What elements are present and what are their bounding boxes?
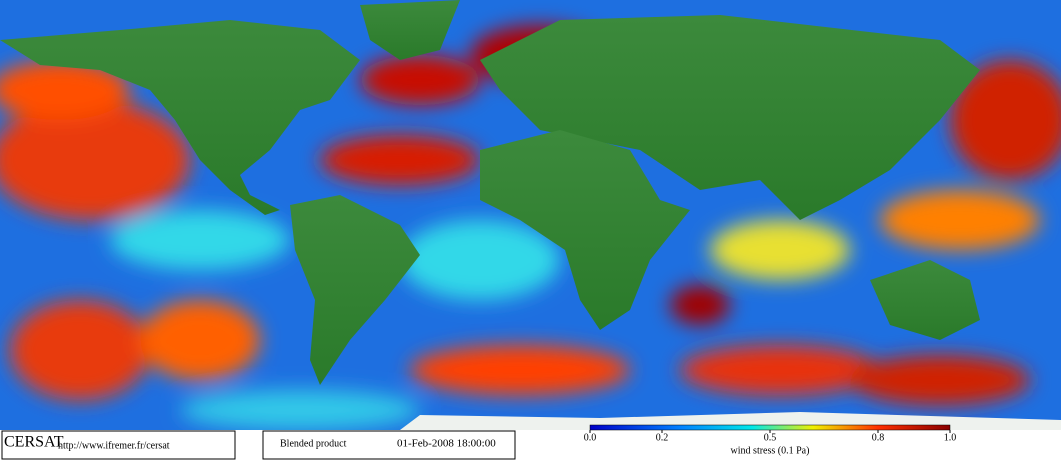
url: http://www.ifremer.fr/cersat: [58, 440, 170, 451]
product-box: [262, 430, 516, 460]
colorbar-tick-label: 0.2: [656, 432, 669, 443]
blob: [680, 345, 880, 395]
australia: [870, 260, 980, 340]
blob: [180, 390, 420, 430]
eurasia: [480, 15, 980, 220]
africa: [480, 130, 690, 330]
blob: [140, 300, 260, 380]
greenland: [360, 0, 460, 60]
blob: [950, 60, 1061, 180]
colorbar-tick-label: 0.0: [584, 432, 597, 443]
colorbar-tick-label: 0.8: [872, 432, 885, 443]
blob: [110, 210, 290, 270]
north-america: [0, 20, 360, 215]
blob: [850, 355, 1030, 405]
wind-field: [0, 0, 1061, 430]
blob: [360, 55, 480, 105]
logo: CERSAT: [4, 434, 64, 451]
blob: [0, 100, 190, 220]
logo-box: [1, 430, 236, 460]
colorbar-label: wind stress (0.1 Pa): [731, 445, 810, 456]
colorbar-tick-label: 1.0: [944, 432, 957, 443]
date: 01-Feb-2008 18:00:00: [397, 438, 496, 450]
blob: [710, 220, 850, 280]
blob: [880, 190, 1040, 250]
blob: [410, 345, 630, 395]
blob: [400, 220, 560, 300]
blob: [10, 300, 150, 400]
colorbar: [589, 424, 951, 431]
blob: [320, 135, 480, 185]
product: Blended product: [280, 438, 347, 449]
blob: [0, 60, 130, 120]
south-america: [290, 195, 420, 385]
blob: [670, 285, 730, 325]
colorbar-tick-label: 0.5: [764, 432, 777, 443]
